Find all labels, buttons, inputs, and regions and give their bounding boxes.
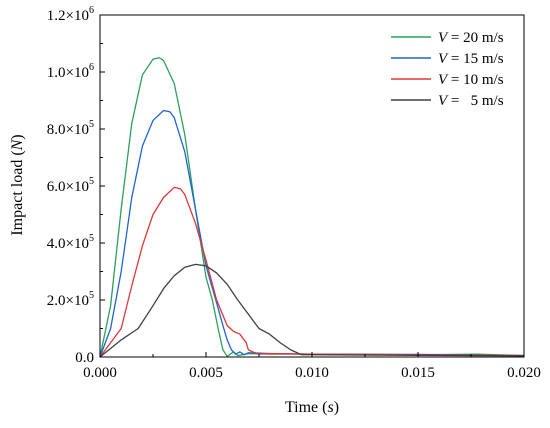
legend-var: V (438, 72, 449, 88)
y-tick-label: 6.0×105 (47, 176, 94, 195)
legend-label: V = 10 m/s (438, 72, 504, 88)
y-tick-mantissa: 1.2×10 (47, 8, 89, 24)
legend-label: V = 5 m/s (438, 93, 504, 109)
y-tick-mantissa: 6.0×10 (47, 179, 89, 195)
legend-label: V = 15 m/s (438, 51, 504, 67)
y-axis-title-var: N (9, 138, 26, 151)
legend-var: V (438, 30, 449, 46)
series-line-3 (99, 186, 525, 358)
x-axis-title-var: s (327, 399, 333, 416)
y-tick-exponent: 5 (89, 290, 94, 301)
y-tick-exponent: 5 (89, 176, 94, 187)
y-tick-exponent: 5 (89, 119, 94, 130)
y-tick-label: 1.0×106 (47, 62, 94, 81)
series-line-2 (99, 109, 525, 358)
legend-label: V = 20 m/s (438, 30, 504, 46)
y-tick-label: 0.0 (75, 350, 94, 366)
x-tick-label: 0.000 (83, 365, 117, 381)
y-tick-label: 1.2×106 (47, 5, 94, 24)
legend-text: = 5 m/s (447, 93, 504, 109)
y-axis-title: Impact load (N) (9, 134, 26, 235)
y-axis-title-prefix: Impact load ( (9, 150, 26, 235)
y-tick-label: 8.0×105 (47, 119, 94, 138)
y-tick-label: 4.0×105 (47, 233, 94, 252)
x-tick-label: 0.020 (507, 365, 541, 381)
x-tick-label: 0.015 (401, 365, 435, 381)
y-axis-title-suffix: ) (9, 134, 26, 139)
y-axis: 0.02.0×1054.0×1056.0×1058.0×1051.0×1061.… (47, 5, 105, 366)
y-tick-exponent: 6 (89, 62, 94, 73)
y-tick-label: 2.0×105 (47, 290, 94, 309)
x-axis-title-prefix: Time ( (285, 399, 328, 416)
series-line-4 (99, 263, 525, 358)
y-tick-mantissa: 2.0×10 (47, 293, 89, 309)
x-axis-title-suffix: ) (334, 399, 339, 416)
x-axis-title: Time (s) (285, 399, 339, 416)
y-tick-mantissa: 8.0×10 (47, 122, 89, 138)
y-tick-mantissa: 1.0×10 (47, 65, 89, 81)
legend-text: = 20 m/s (447, 30, 504, 46)
legend-var: V (438, 93, 449, 109)
legend: V = 20 m/sV = 15 m/sV = 10 m/sV = 5 m/s (391, 30, 504, 109)
legend-var: V (438, 51, 449, 67)
legend-text: = 15 m/s (447, 51, 504, 67)
legend-text: = 10 m/s (447, 72, 504, 88)
y-tick-exponent: 5 (89, 233, 94, 244)
x-tick-label: 0.005 (189, 365, 223, 381)
y-tick-mantissa: 0.0 (75, 350, 94, 366)
plot-lines (99, 57, 525, 358)
x-axis: 0.000 0.005 0.010 0.015 0.020 (83, 352, 541, 381)
x-tick-label: 0.010 (295, 365, 329, 381)
y-tick-exponent: 6 (89, 5, 94, 16)
y-tick-mantissa: 4.0×10 (47, 236, 89, 252)
